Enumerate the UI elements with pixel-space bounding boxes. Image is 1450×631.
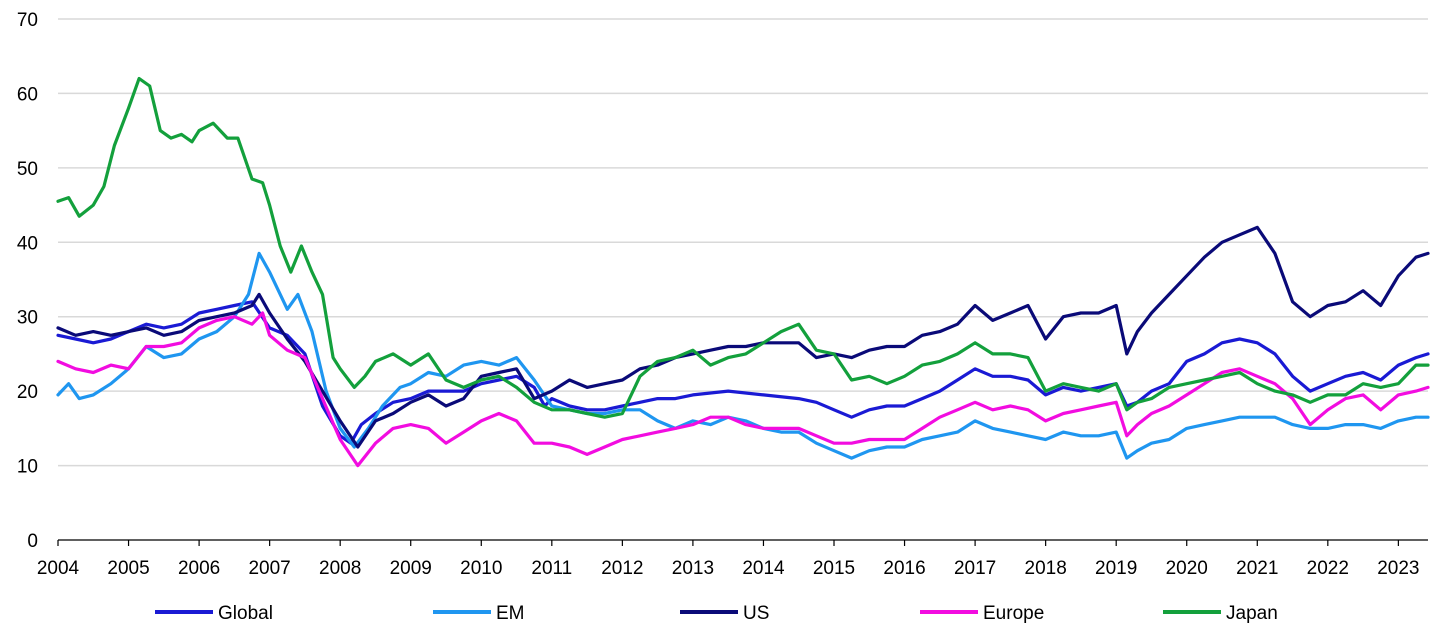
series-line-us: [56, 225, 1430, 449]
gridlines: [58, 18, 1428, 467]
series-line-japan: [56, 76, 1430, 419]
x-tick-label: 2011: [531, 558, 572, 579]
legend: Global EM US Europe Japan: [155, 603, 1278, 624]
y-tick-label: 40: [17, 233, 38, 254]
x-tick-label: 2008: [319, 558, 361, 579]
legend-label-japan: Japan: [1226, 603, 1278, 624]
x-tick-label: 2014: [742, 558, 785, 579]
x-tick-label: 2023: [1377, 558, 1419, 579]
x-tick-label: 2004: [37, 558, 80, 579]
x-tick-label: 2006: [178, 558, 220, 579]
series-line-global: [56, 300, 1430, 445]
legend-label-em: EM: [496, 603, 525, 624]
x-tick-label: 2005: [107, 558, 149, 579]
x-tick-label: 2007: [248, 558, 290, 579]
y-tick-label: 30: [17, 308, 38, 329]
x-tick-label: 2017: [954, 558, 996, 579]
x-tick-label: 2012: [601, 558, 643, 579]
x-tick-label: 2013: [672, 558, 714, 579]
y-tick-label: 20: [17, 382, 38, 403]
y-tick-label: 10: [17, 457, 38, 478]
x-tick-label: 2020: [1166, 558, 1208, 579]
y-tick-label: 60: [17, 84, 38, 105]
legend-label-global: Global: [218, 603, 273, 624]
x-tick-label: 2009: [390, 558, 432, 579]
series-lines: [56, 76, 1430, 468]
y-tick-label: 0: [27, 531, 38, 552]
y-tick-label: 70: [17, 10, 38, 31]
x-tick-label: 2010: [460, 558, 502, 579]
x-tick-label: 2016: [883, 558, 925, 579]
x-tick-label: 2022: [1307, 558, 1349, 579]
x-tick-label: 2021: [1236, 558, 1278, 579]
y-axis-ticks: 0 10 20 30 40 50 60 70: [17, 10, 38, 552]
legend-label-us: US: [743, 603, 769, 624]
series-line-europe: [56, 311, 1430, 468]
x-tick-label: 2015: [813, 558, 855, 579]
series-line-em: [56, 251, 1430, 460]
legend-label-europe: Europe: [983, 603, 1044, 624]
x-tick-label: 2018: [1025, 558, 1067, 579]
x-axis-ticks: 2004 2005 2006 2007 2008 2009 2010 2011 2012 2013…: [37, 540, 1420, 579]
x-tick-label: 2019: [1095, 558, 1137, 579]
y-tick-label: 50: [17, 159, 38, 180]
